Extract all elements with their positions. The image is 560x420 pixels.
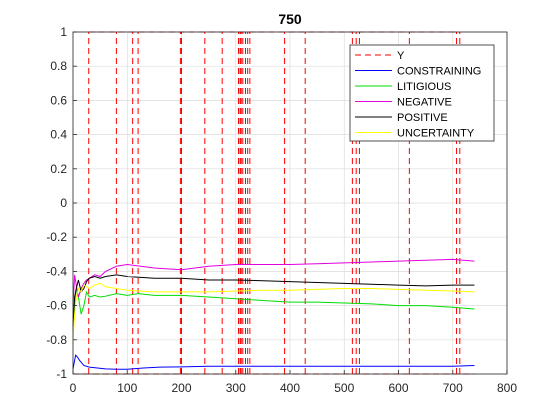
y-tick-label: 0.6 [50, 93, 67, 107]
x-tick-label: 500 [334, 381, 354, 395]
y-tick-label: 1 [60, 25, 67, 39]
x-tick-label: 100 [117, 381, 137, 395]
legend-entry: UNCERTAINTY [397, 128, 475, 140]
legend-entry: Y [397, 50, 405, 62]
x-axis: 0 100 200 300 400 500 600 700 800 [70, 370, 517, 395]
chart-title: 750 [278, 11, 302, 27]
x-tick-label: 800 [497, 381, 517, 395]
y-event-lines [88, 32, 461, 374]
y-axis: -1 -0.8 -0.6 -0.4 -0.2 0 0.2 0.4 0.6 0.8 1 [46, 25, 77, 381]
legend: Y CONSTRAINING LITIGIOUS NEGATIVE POSITIVE UN… [349, 44, 495, 142]
series-lines [72, 258, 475, 370]
y-tick-label: 0 [60, 196, 67, 210]
x-tick-label: 600 [388, 381, 408, 395]
series-litigious-line [72, 288, 475, 332]
series-constraining-line [72, 354, 475, 370]
legend-box [349, 44, 495, 142]
y-tick-label: 0.4 [50, 128, 67, 142]
x-tick-label: 200 [171, 381, 191, 395]
legend-entry: LITIGIOUS [397, 81, 451, 93]
y-tick-label: -0.4 [46, 264, 67, 278]
x-tick-label: 0 [70, 381, 77, 395]
legend-entry: NEGATIVE [397, 97, 452, 109]
x-tick-label: 400 [280, 381, 300, 395]
y-tick-label: 0.2 [50, 162, 67, 176]
y-tick-label: -0.6 [46, 299, 67, 313]
y-tick-label: -1 [56, 367, 67, 381]
x-tick-label: 700 [443, 381, 463, 395]
x-tick-label: 300 [226, 381, 246, 395]
y-tick-label: 0.8 [50, 59, 67, 73]
legend-entry: CONSTRAINING [397, 66, 481, 78]
legend-entry: POSITIVE [397, 112, 448, 124]
series-uncertainty-line [72, 282, 475, 340]
y-tick-label: -0.2 [46, 230, 67, 244]
series-negative-line [72, 258, 475, 306]
y-tick-label: -0.8 [46, 333, 67, 347]
